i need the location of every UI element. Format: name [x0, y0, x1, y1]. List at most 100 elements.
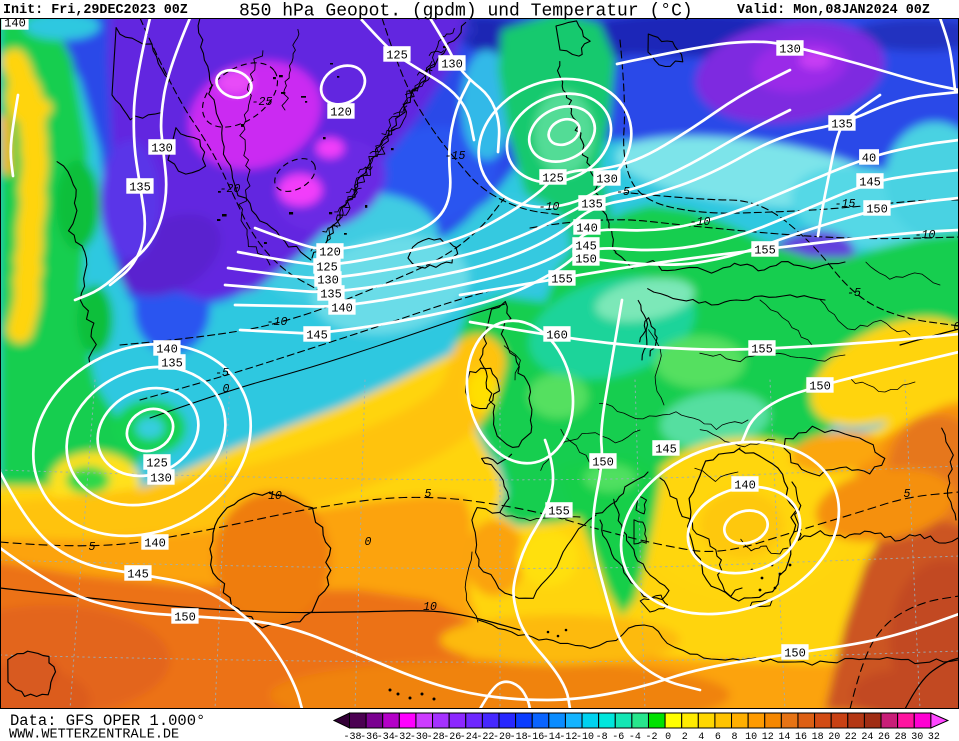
svg-text:14: 14	[778, 732, 790, 741]
svg-text:125: 125	[316, 260, 338, 274]
svg-text:Data: GFS OPER 1.000°: Data: GFS OPER 1.000°	[10, 712, 205, 730]
svg-text:22: 22	[845, 732, 857, 741]
svg-text:130: 130	[779, 42, 801, 56]
svg-text:850 hPa Geopot. (gpdm) und Tem: 850 hPa Geopot. (gpdm) und Temperatur (°…	[239, 2, 693, 22]
svg-text:8: 8	[731, 732, 737, 741]
svg-text:6: 6	[715, 732, 721, 741]
svg-text:40: 40	[862, 151, 876, 165]
svg-text:145: 145	[859, 175, 881, 189]
svg-text:150: 150	[784, 646, 806, 660]
svg-text:-18: -18	[510, 732, 528, 741]
svg-text:10: 10	[268, 490, 282, 503]
svg-text:18: 18	[812, 732, 824, 741]
svg-text:150: 150	[575, 252, 597, 266]
svg-text:-26: -26	[443, 732, 461, 741]
svg-text:130: 130	[150, 471, 172, 485]
svg-text:-10: -10	[915, 229, 936, 242]
svg-text:-10: -10	[690, 216, 711, 229]
svg-text:135: 135	[129, 180, 151, 194]
svg-text:10: 10	[745, 732, 757, 741]
svg-text:-5: -5	[616, 186, 630, 199]
svg-text:130: 130	[596, 172, 618, 186]
svg-text:135: 135	[320, 287, 342, 301]
svg-text:125: 125	[146, 456, 168, 470]
svg-text:0: 0	[954, 321, 959, 334]
svg-text:2: 2	[682, 732, 688, 741]
svg-text:150: 150	[809, 379, 831, 393]
svg-text:-12: -12	[559, 732, 577, 741]
svg-text:-22: -22	[476, 732, 494, 741]
svg-text:135: 135	[161, 356, 183, 370]
svg-text:-38: -38	[343, 732, 361, 741]
svg-text:150: 150	[866, 202, 888, 216]
svg-text:-32: -32	[393, 732, 411, 741]
svg-text:-4: -4	[629, 732, 641, 741]
svg-text:-2: -2	[645, 732, 657, 741]
svg-text:140: 140	[576, 221, 598, 235]
svg-text:140: 140	[734, 478, 756, 492]
svg-text:-30: -30	[410, 732, 428, 741]
svg-text:16: 16	[795, 732, 807, 741]
svg-text:-10: -10	[576, 732, 594, 741]
svg-text:120: 120	[330, 105, 352, 119]
svg-text:-8: -8	[596, 732, 608, 741]
svg-text:26: 26	[878, 732, 890, 741]
svg-text:130: 130	[151, 141, 173, 155]
svg-text:155: 155	[751, 342, 773, 356]
svg-text:155: 155	[548, 504, 570, 518]
svg-text:0: 0	[665, 732, 671, 741]
svg-text:160: 160	[546, 328, 568, 342]
svg-text:145: 145	[127, 567, 149, 581]
svg-text:5: 5	[425, 488, 432, 501]
svg-text:130: 130	[441, 57, 463, 71]
svg-text:-6: -6	[612, 732, 624, 741]
svg-text:-20: -20	[493, 732, 511, 741]
svg-text:Init: Fri,29DEC2023 00Z: Init: Fri,29DEC2023 00Z	[3, 3, 188, 18]
svg-text:145: 145	[655, 442, 677, 456]
svg-text:5: 5	[904, 488, 911, 501]
svg-text:135: 135	[831, 117, 853, 131]
svg-text:12: 12	[762, 732, 774, 741]
svg-text:155: 155	[551, 272, 573, 286]
svg-text:-25: -25	[252, 96, 273, 109]
svg-text:-36: -36	[360, 732, 378, 741]
svg-text:-14: -14	[543, 732, 561, 741]
svg-text:24: 24	[861, 732, 873, 741]
svg-text:140: 140	[156, 342, 178, 356]
svg-text:0: 0	[365, 536, 372, 549]
svg-text:125: 125	[386, 48, 408, 62]
svg-text:32: 32	[928, 732, 940, 741]
svg-text:155: 155	[754, 243, 776, 257]
svg-text:-28: -28	[427, 732, 445, 741]
svg-text:150: 150	[592, 455, 614, 469]
svg-text:150: 150	[174, 610, 196, 624]
svg-text:10: 10	[423, 601, 437, 614]
svg-text:Valid: Mon,08JAN2024 00Z: Valid: Mon,08JAN2024 00Z	[737, 3, 930, 18]
svg-text:20: 20	[828, 732, 840, 741]
svg-text:4: 4	[698, 732, 704, 741]
svg-text:-5: -5	[847, 287, 861, 300]
svg-text:5: 5	[89, 541, 96, 554]
svg-text:-24: -24	[460, 732, 478, 741]
svg-text:-5: -5	[215, 367, 229, 380]
svg-text:30: 30	[911, 732, 923, 741]
svg-text:145: 145	[306, 328, 328, 342]
svg-text:125: 125	[542, 171, 564, 185]
svg-text:28: 28	[895, 732, 907, 741]
svg-text:-10: -10	[539, 201, 560, 214]
svg-text:-20: -20	[220, 183, 241, 196]
svg-text:0: 0	[223, 383, 230, 396]
svg-text:-16: -16	[526, 732, 544, 741]
svg-text:140: 140	[4, 16, 26, 30]
svg-text:-34: -34	[377, 732, 395, 741]
svg-text:WWW.WETTERZENTRALE.DE: WWW.WETTERZENTRALE.DE	[9, 728, 179, 741]
svg-text:135: 135	[581, 197, 603, 211]
svg-text:145: 145	[575, 239, 597, 253]
svg-text:-10: -10	[267, 316, 288, 329]
svg-text:-15: -15	[445, 150, 466, 163]
svg-text:130: 130	[317, 273, 339, 287]
svg-text:140: 140	[144, 536, 166, 550]
svg-text:120: 120	[319, 245, 341, 259]
svg-text:140: 140	[331, 301, 353, 315]
svg-text:-15: -15	[835, 198, 856, 211]
